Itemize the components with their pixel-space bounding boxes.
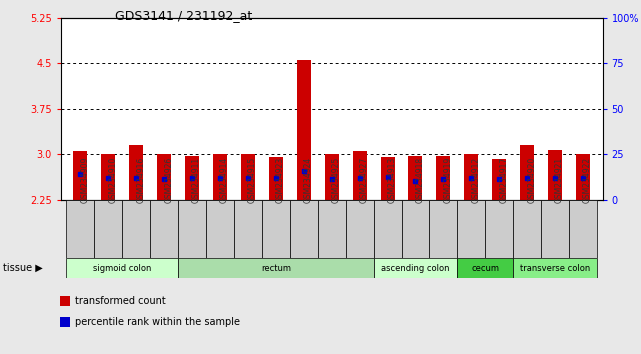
- Text: percentile rank within the sample: percentile rank within the sample: [75, 317, 240, 327]
- Bar: [458, 200, 485, 258]
- Bar: [513, 258, 597, 278]
- Text: rectum: rectum: [261, 264, 291, 273]
- Text: transverse colon: transverse colon: [520, 264, 590, 273]
- Bar: [94, 200, 122, 258]
- Bar: [67, 258, 178, 278]
- Text: GDS3141 / 231192_at: GDS3141 / 231192_at: [115, 9, 253, 22]
- Bar: [101, 154, 115, 200]
- Bar: [401, 200, 429, 258]
- Text: GSM234910: GSM234910: [108, 157, 117, 203]
- Text: tissue ▶: tissue ▶: [3, 263, 43, 273]
- Text: cecum: cecum: [471, 264, 499, 273]
- Bar: [262, 200, 290, 258]
- Bar: [318, 200, 345, 258]
- Text: ascending colon: ascending colon: [381, 264, 450, 273]
- Bar: [520, 145, 534, 200]
- Bar: [374, 200, 401, 258]
- Text: GSM234919: GSM234919: [444, 157, 453, 203]
- Bar: [241, 154, 255, 200]
- Bar: [345, 200, 374, 258]
- Text: GSM234924: GSM234924: [304, 157, 313, 203]
- Bar: [408, 156, 422, 200]
- Text: GSM234912: GSM234912: [471, 157, 480, 203]
- Bar: [437, 156, 451, 200]
- Text: GSM234918: GSM234918: [415, 157, 424, 203]
- Bar: [464, 154, 478, 200]
- Bar: [485, 200, 513, 258]
- Bar: [290, 200, 318, 258]
- Bar: [492, 159, 506, 200]
- Text: GSM234917: GSM234917: [499, 157, 508, 203]
- Text: GSM234914: GSM234914: [220, 157, 229, 203]
- Bar: [206, 200, 234, 258]
- Bar: [129, 145, 143, 200]
- Bar: [185, 156, 199, 200]
- Bar: [269, 158, 283, 200]
- Bar: [150, 200, 178, 258]
- Text: GSM234923: GSM234923: [276, 157, 285, 203]
- Text: GSM234926: GSM234926: [164, 157, 173, 203]
- Text: GSM234915: GSM234915: [248, 157, 257, 203]
- Bar: [297, 60, 311, 200]
- Bar: [353, 152, 367, 200]
- Bar: [513, 200, 541, 258]
- Bar: [157, 154, 171, 200]
- Bar: [576, 154, 590, 200]
- Bar: [67, 200, 94, 258]
- Bar: [74, 152, 87, 200]
- Text: GSM234925: GSM234925: [332, 157, 341, 203]
- Text: GSM234922: GSM234922: [583, 157, 592, 203]
- Bar: [178, 258, 374, 278]
- Bar: [374, 258, 458, 278]
- Text: GSM234920: GSM234920: [527, 157, 536, 203]
- Bar: [60, 317, 70, 327]
- Bar: [381, 158, 395, 200]
- Text: GSM234921: GSM234921: [555, 157, 564, 203]
- Bar: [178, 200, 206, 258]
- Text: GSM234927: GSM234927: [360, 157, 369, 203]
- Bar: [548, 150, 562, 200]
- Bar: [458, 258, 513, 278]
- Bar: [234, 200, 262, 258]
- Text: sigmoid colon: sigmoid colon: [93, 264, 151, 273]
- Text: GSM234913: GSM234913: [388, 157, 397, 203]
- Bar: [325, 154, 338, 200]
- Bar: [60, 296, 70, 306]
- Bar: [569, 200, 597, 258]
- Text: GSM234911: GSM234911: [192, 157, 201, 203]
- Text: GSM234916: GSM234916: [137, 157, 146, 203]
- Bar: [429, 200, 458, 258]
- Text: transformed count: transformed count: [75, 296, 165, 306]
- Text: GSM234909: GSM234909: [80, 156, 90, 203]
- Bar: [541, 200, 569, 258]
- Bar: [213, 154, 227, 200]
- Bar: [122, 200, 150, 258]
